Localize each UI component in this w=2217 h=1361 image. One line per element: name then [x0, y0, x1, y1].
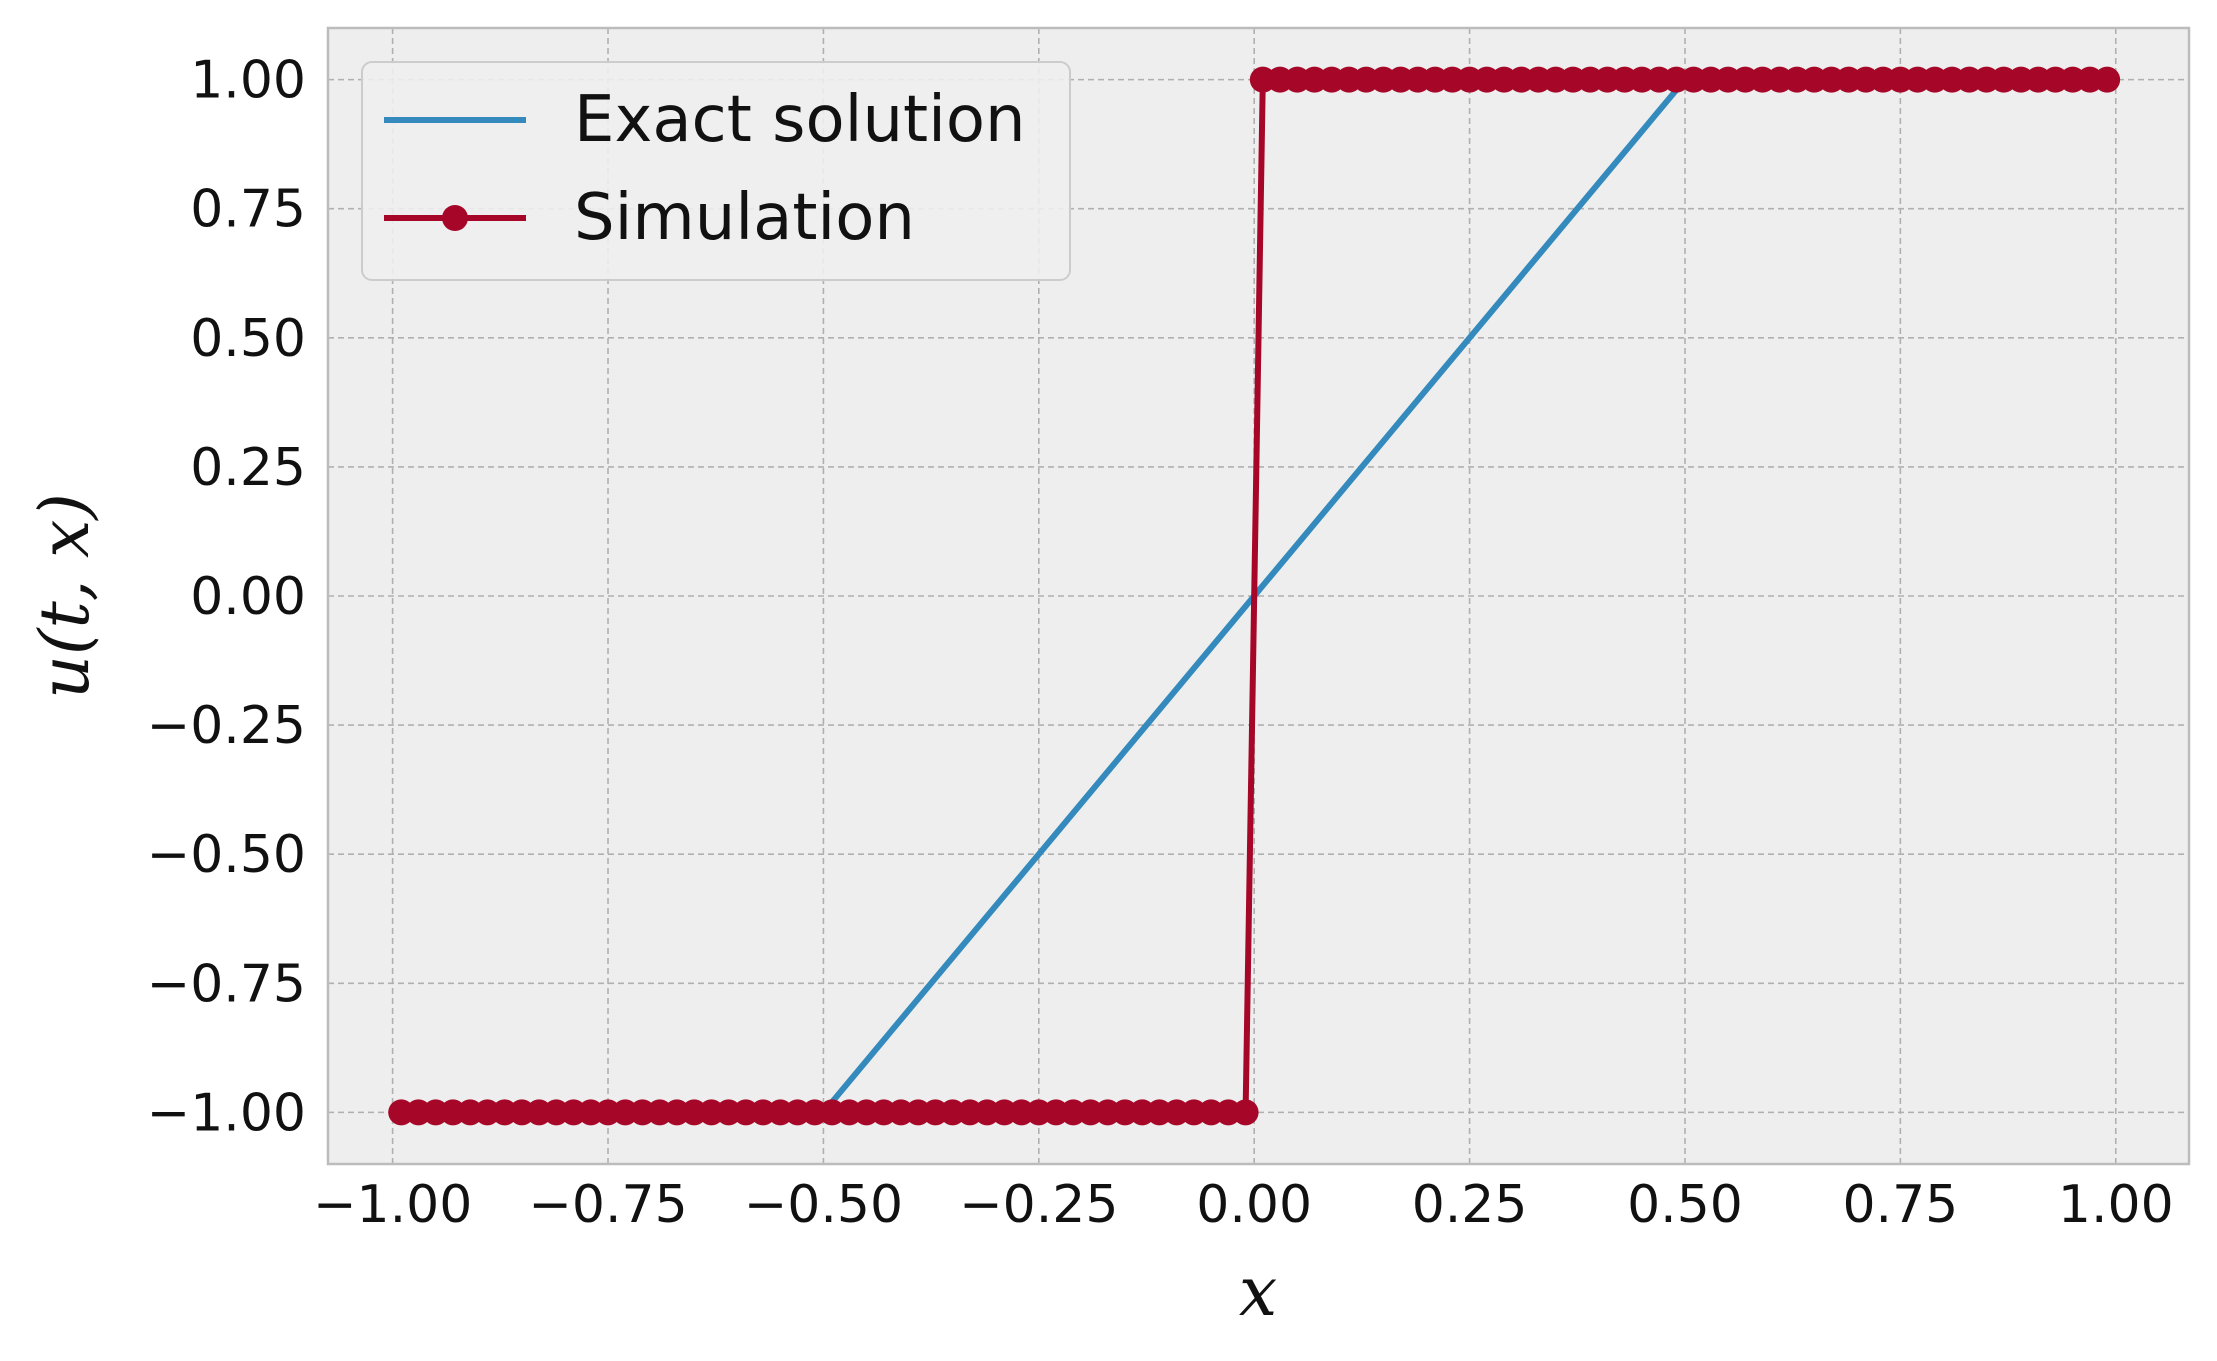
legend-marker-simulation — [442, 205, 468, 231]
legend-box — [361, 61, 1071, 281]
x-tick-label-3: −0.25 — [959, 1175, 1118, 1235]
data-point-simulation-99 — [2094, 66, 2121, 93]
x-tick-label-0: −1.00 — [313, 1175, 472, 1235]
x-tick-label-8: 1.00 — [2058, 1175, 2174, 1235]
y-tick-label-0: 1.00 — [190, 51, 306, 111]
y-tick-labels: 1.00 0.75 0.50 0.25 0.00 −0.25 −0.50 −0.75 −1.00 — [147, 51, 306, 1144]
y-tick-label-8: −1.00 — [147, 1083, 306, 1143]
y-tick-label-4: 0.00 — [190, 567, 306, 627]
x-tick-label-1: −0.75 — [528, 1175, 687, 1235]
series-layer — [388, 66, 2121, 1126]
x-axis-label: x — [1239, 1253, 1277, 1332]
x-tick-label-7: 0.75 — [1842, 1175, 1958, 1235]
y-tick-label-6: −0.50 — [147, 825, 306, 885]
y-tick-label-2: 0.50 — [190, 309, 306, 369]
x-tick-label-4: 0.00 — [1196, 1175, 1312, 1235]
y-tick-label-7: −0.75 — [147, 954, 306, 1014]
legend: Exact solution Simulation — [361, 61, 1071, 281]
plot-frame — [326, 26, 2191, 1166]
x-tick-label-5: 0.25 — [1412, 1175, 1528, 1235]
x-tick-label-2: −0.50 — [744, 1175, 903, 1235]
y-tick-label-3: 0.25 — [190, 438, 306, 498]
x-tick-label-6: 0.50 — [1627, 1175, 1743, 1235]
x-tick-labels: −1.00 −0.75 −0.50 −0.25 0.00 0.25 0.50 0.75 1.00 — [313, 1175, 2174, 1235]
data-point-simulation-49 — [1232, 1099, 1259, 1126]
y-tick-label-1: 0.75 — [190, 180, 306, 240]
y-tick-label-5: −0.25 — [147, 696, 306, 756]
legend-label-simulation: Simulation — [574, 181, 915, 255]
legend-label-exact-solution: Exact solution — [574, 83, 1026, 157]
y-axis-label: u(t, x) — [26, 493, 105, 699]
